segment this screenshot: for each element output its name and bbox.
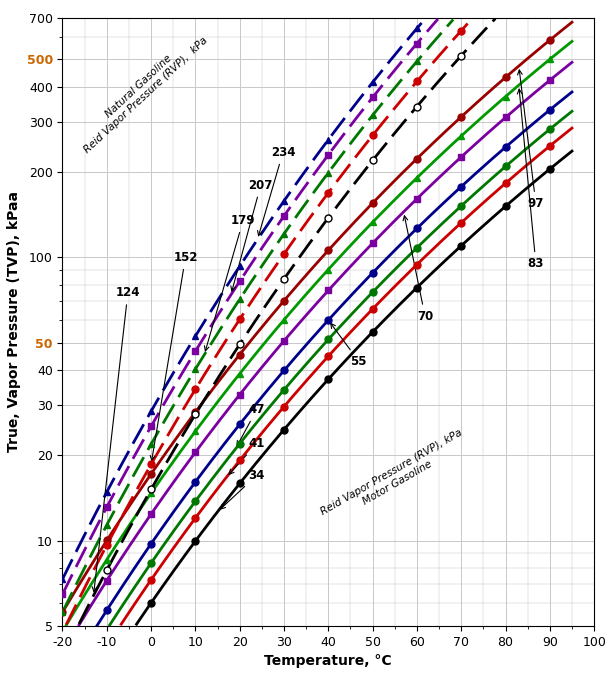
- Text: 207: 207: [231, 179, 273, 291]
- X-axis label: Temperature, °C: Temperature, °C: [264, 654, 392, 668]
- Text: 70: 70: [403, 216, 433, 323]
- Text: 34: 34: [221, 469, 265, 509]
- Text: 83: 83: [517, 89, 544, 270]
- Y-axis label: True, Vapor Pressure (TVP), kPaa: True, Vapor Pressure (TVP), kPaa: [7, 192, 21, 452]
- Text: 97: 97: [517, 70, 544, 210]
- Text: 47: 47: [237, 403, 265, 446]
- Text: Reid Vapor Pressure (RVP), kPa
Motor Gasoline: Reid Vapor Pressure (RVP), kPa Motor Gas…: [319, 428, 470, 527]
- Text: Natural Gasoline
Reid Vapor Pressure (RVP),  kPa: Natural Gasoline Reid Vapor Pressure (RV…: [75, 27, 210, 155]
- Text: 234: 234: [257, 146, 295, 236]
- Text: 124: 124: [92, 286, 140, 591]
- Text: 55: 55: [330, 323, 367, 368]
- Text: 152: 152: [150, 251, 198, 460]
- Text: 41: 41: [229, 437, 265, 475]
- Text: 179: 179: [204, 214, 256, 351]
